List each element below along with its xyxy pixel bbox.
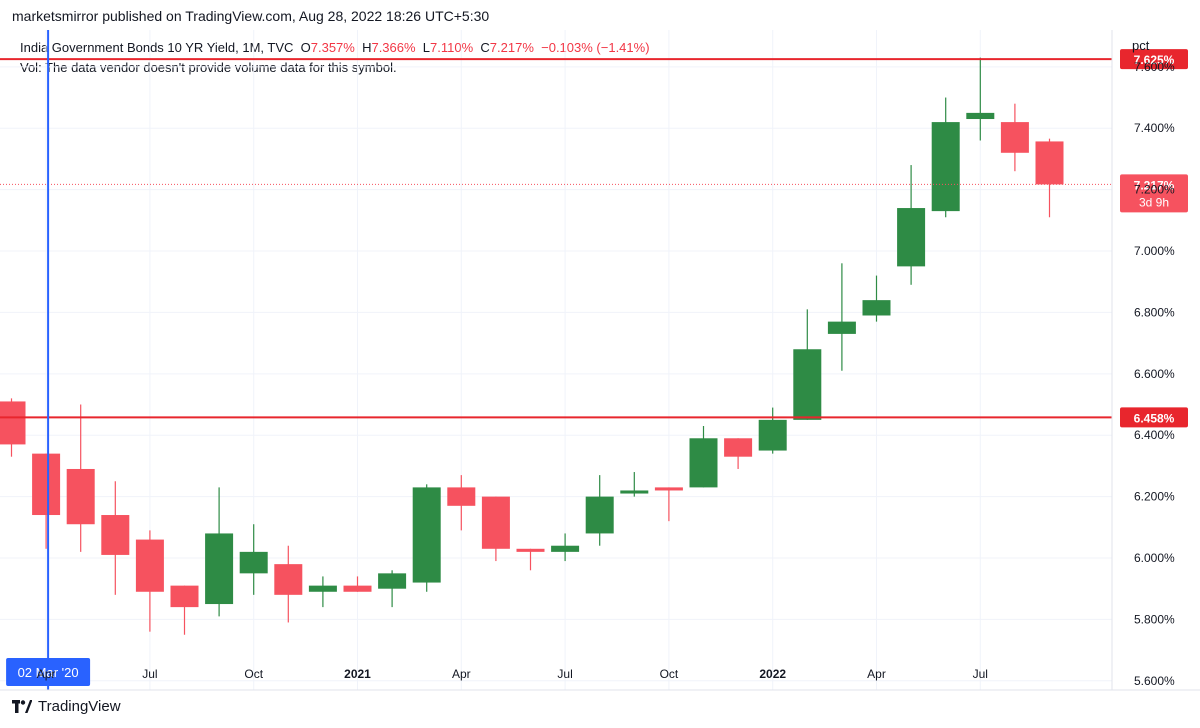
x-tick-label: Jul bbox=[557, 667, 572, 681]
candle-body[interactable] bbox=[170, 585, 199, 608]
candle-body[interactable] bbox=[862, 300, 891, 316]
candle-body[interactable] bbox=[66, 468, 95, 525]
candle-body[interactable] bbox=[135, 539, 164, 592]
brand-name: TradingView bbox=[38, 698, 121, 715]
candle-body[interactable] bbox=[239, 551, 268, 574]
price-axis: 5.600% 5.800% 6.000% 6.200% 6.400% 6.600% 6.80… bbox=[1134, 60, 1175, 688]
x-tick-label: Oct bbox=[660, 667, 679, 681]
y-tick-label: 7.200% bbox=[1134, 183, 1175, 197]
candle-body[interactable] bbox=[101, 515, 130, 555]
high-value: 7.366% bbox=[371, 40, 416, 55]
candle-body[interactable] bbox=[0, 401, 26, 445]
candle-body[interactable] bbox=[1000, 122, 1029, 153]
last-price-tag bbox=[1120, 174, 1188, 213]
close-label: C bbox=[480, 40, 490, 55]
x-tick-label: Jul bbox=[973, 667, 988, 681]
high-label: H bbox=[362, 40, 372, 55]
x-tick-label: Jul bbox=[142, 667, 157, 681]
candle-body[interactable] bbox=[481, 496, 510, 549]
change-value: −0.103% (−1.41%) bbox=[541, 40, 650, 55]
y-tick-label: 5.600% bbox=[1134, 674, 1175, 688]
price-unit-label: pct bbox=[1132, 38, 1150, 53]
x-tick-label: Oct bbox=[244, 667, 263, 681]
x-tick-label: 2022 bbox=[759, 667, 786, 681]
y-tick-label: 6.600% bbox=[1134, 367, 1175, 381]
low-label: L bbox=[422, 40, 431, 55]
candles bbox=[0, 57, 1064, 635]
candle-body[interactable] bbox=[966, 112, 995, 120]
candle-body[interactable] bbox=[654, 487, 683, 491]
candle-body[interactable] bbox=[931, 122, 960, 212]
y-tick-label: 6.400% bbox=[1134, 428, 1175, 442]
candle-body[interactable] bbox=[620, 490, 649, 494]
candle-body[interactable] bbox=[724, 438, 753, 457]
horizontal-line-price-tag bbox=[1120, 407, 1188, 428]
candle-body[interactable] bbox=[585, 496, 614, 534]
open-value: 7.357% bbox=[310, 40, 355, 55]
y-tick-label: 7.000% bbox=[1134, 244, 1175, 258]
x-tick-label: Apr bbox=[452, 667, 471, 681]
horizontal-line-price-tag bbox=[1120, 49, 1188, 70]
y-tick-label: 6.200% bbox=[1134, 490, 1175, 504]
candle-body[interactable] bbox=[827, 321, 856, 334]
horizontal-line-price-label: 7.625% bbox=[1134, 53, 1175, 67]
candle-body[interactable] bbox=[343, 585, 372, 592]
y-tick-label: 5.800% bbox=[1134, 612, 1175, 626]
candle-body[interactable] bbox=[551, 545, 580, 552]
candle-body[interactable] bbox=[793, 349, 822, 420]
x-tick-label: 2021 bbox=[344, 667, 371, 681]
candle-body[interactable] bbox=[378, 573, 407, 589]
volume-note: Vol: The data vendor doesn't provide vol… bbox=[20, 60, 397, 75]
candle-body[interactable] bbox=[274, 564, 303, 595]
publish-header: marketsmirror published on TradingView.c… bbox=[12, 8, 490, 24]
time-axis: 20AprJulOct2021AprJulOct2022AprJul bbox=[37, 667, 988, 681]
candle-body[interactable] bbox=[516, 548, 545, 552]
candle-body[interactable] bbox=[308, 585, 337, 592]
candle-body[interactable] bbox=[689, 438, 718, 488]
candle-body[interactable] bbox=[758, 419, 787, 451]
candle-body[interactable] bbox=[897, 208, 926, 267]
grid bbox=[0, 30, 1112, 690]
x-tick-label: Apr bbox=[37, 667, 56, 681]
crosshair-date-tag bbox=[6, 658, 91, 686]
close-value: 7.217% bbox=[489, 40, 534, 55]
candle-body[interactable] bbox=[205, 533, 234, 605]
footer-brand: TradingView bbox=[12, 698, 121, 715]
x-tick-label: Apr bbox=[867, 667, 886, 681]
ohlc-legend: India Government Bonds 10 YR Yield, 1M, … bbox=[20, 40, 650, 55]
y-tick-label: 7.600% bbox=[1134, 60, 1175, 74]
candle-body[interactable] bbox=[447, 487, 476, 506]
last-price-label: 7.217% bbox=[1134, 178, 1175, 192]
y-tick-label: 7.400% bbox=[1134, 121, 1175, 135]
overlays: 7.625% 6.458% 7.217% 3d 9h 02 Mar '20 bbox=[0, 30, 1188, 690]
symbol-title: India Government Bonds 10 YR Yield, 1M, … bbox=[20, 40, 294, 55]
y-tick-label: 6.800% bbox=[1134, 305, 1175, 319]
last-price-countdown: 3d 9h bbox=[1139, 195, 1169, 209]
candle-body[interactable] bbox=[32, 453, 61, 516]
horizontal-line-price-label: 6.458% bbox=[1134, 411, 1175, 425]
tradingview-logo-icon bbox=[12, 699, 32, 713]
candle-body[interactable] bbox=[1035, 141, 1064, 185]
low-value: 7.110% bbox=[430, 40, 474, 55]
crosshair-date-label: 02 Mar '20 bbox=[18, 665, 79, 680]
open-label: O bbox=[300, 40, 311, 55]
candle-body[interactable] bbox=[412, 487, 441, 583]
y-tick-label: 6.000% bbox=[1134, 551, 1175, 565]
